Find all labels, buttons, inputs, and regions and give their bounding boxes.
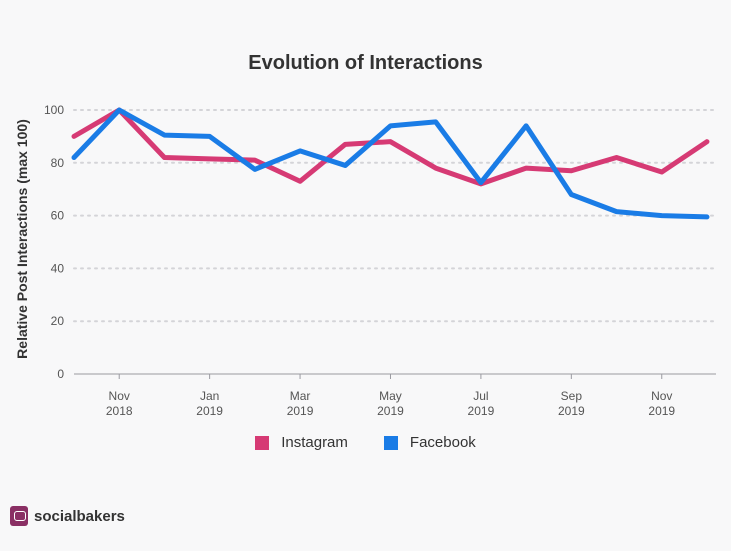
x-tick-label-month: Jul xyxy=(473,389,488,403)
x-tick-label-year: 2019 xyxy=(558,404,585,418)
x-tick-label-year: 2019 xyxy=(468,404,495,418)
brand-name: socialbakers xyxy=(34,507,125,525)
x-tick-label-month: Nov xyxy=(651,389,672,403)
legend-item-facebook[interactable]: Facebook xyxy=(383,434,476,451)
legend-label-facebook: Facebook xyxy=(409,434,476,451)
x-tick-label-month: Nov xyxy=(109,389,130,403)
series-lines xyxy=(71,107,710,220)
y-axis-title: Relative Post Interactions (max 100) xyxy=(14,119,30,359)
socialbakers-logo-icon xyxy=(10,506,28,526)
x-tick-label-month: Sep xyxy=(561,389,583,403)
legend-swatch-instagram xyxy=(255,435,270,450)
chart-title: Evolution of Interactions xyxy=(248,52,483,74)
grid xyxy=(73,109,717,323)
series-line-instagram xyxy=(71,107,710,187)
x-tick-label-year: 2019 xyxy=(287,404,314,418)
legend-label-instagram: Instagram xyxy=(281,434,348,451)
y-tick-label: 100 xyxy=(44,103,64,117)
x-tick-label-year: 2019 xyxy=(648,404,675,418)
x-tick-label-month: Mar xyxy=(290,389,311,403)
x-tick-label-month: Jan xyxy=(200,389,219,403)
y-tick-label: 80 xyxy=(51,156,65,170)
legend: Instagram Facebook xyxy=(0,434,731,451)
x-tick-label-year: 2019 xyxy=(377,404,404,418)
y-tick-label: 20 xyxy=(51,314,65,328)
legend-item-instagram[interactable]: Instagram xyxy=(255,434,348,451)
y-tick-label: 60 xyxy=(51,209,65,223)
brand: socialbakers xyxy=(10,506,125,526)
x-tick-label-month: May xyxy=(379,389,402,403)
series-line-facebook xyxy=(71,107,710,220)
x-axis-ticks: Nov2018Jan2019Mar2019May2019Jul2019Sep20… xyxy=(106,374,675,418)
x-tick-label-year: 2018 xyxy=(106,404,133,418)
y-axis-ticks: 0 20 40 60 80 100 xyxy=(44,103,64,381)
y-tick-label: 40 xyxy=(51,261,65,275)
legend-swatch-facebook xyxy=(383,435,398,450)
y-tick-label: 0 xyxy=(57,367,64,381)
x-tick-label-year: 2019 xyxy=(196,404,223,418)
